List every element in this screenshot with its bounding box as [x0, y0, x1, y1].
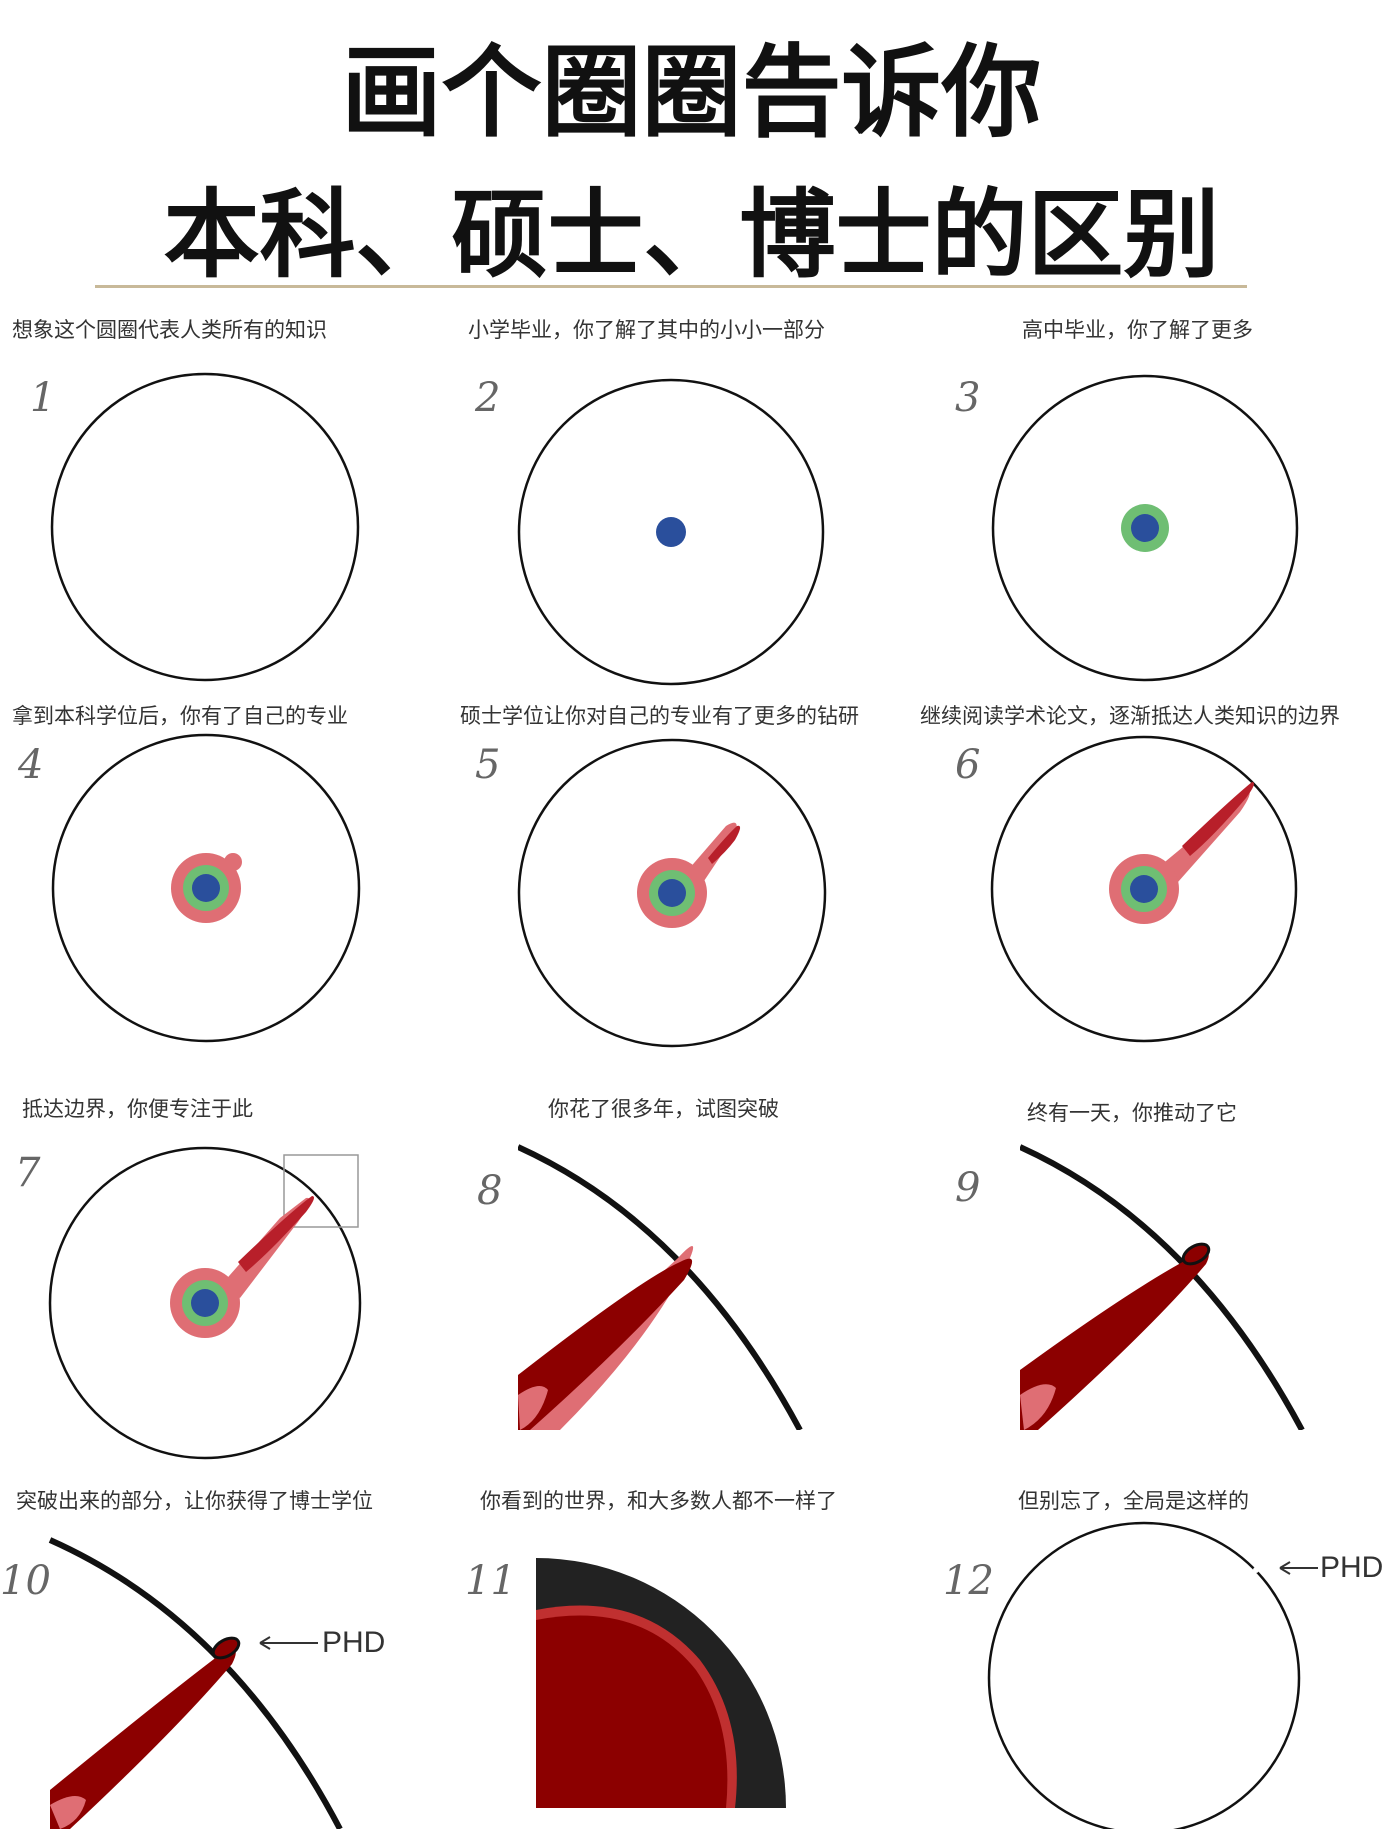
- caption-4: 拿到本科学位后，你有了自己的专业: [12, 704, 348, 728]
- elementary-dot: [1131, 514, 1159, 542]
- phd-dot: [1253, 1567, 1259, 1573]
- phd-label-12: PHD: [1320, 1551, 1383, 1584]
- panel-number-5: 5: [475, 742, 501, 788]
- panel-number-6: 6: [955, 742, 981, 788]
- caption-7: 抵达边界，你便专注于此: [22, 1097, 253, 1121]
- master-spike: [708, 825, 741, 864]
- caption-2: 小学毕业，你了解了其中的小小一部分: [468, 318, 825, 342]
- phd-spike: [1020, 1252, 1209, 1430]
- elementary-dot: [192, 874, 220, 902]
- panel-number-4: 4: [18, 742, 44, 788]
- research-spike: [238, 1196, 314, 1272]
- panel-number-12: 12: [943, 1558, 994, 1604]
- panel-7-boundary: [48, 1146, 362, 1460]
- caption-9: 终有一天，你推动了它: [1027, 1101, 1237, 1125]
- panel-number-1: 1: [30, 375, 56, 421]
- panel-11-new-world: [536, 1558, 786, 1808]
- panel-1-knowledge-circle: [50, 372, 360, 682]
- phd-spike: [518, 1258, 693, 1430]
- page-title: 画个圈圈告诉你: [341, 34, 1042, 151]
- page-subtitle: 本科、硕士、博士的区别: [163, 179, 1220, 291]
- research-spike: [1182, 782, 1254, 856]
- panel-number-3: 3: [955, 375, 981, 421]
- zoom-box: [283, 1154, 359, 1228]
- panel-10-phd: [48, 1537, 343, 1829]
- panel-3-highschool: [991, 374, 1299, 682]
- phd-bump: [1181, 1242, 1211, 1266]
- title-divider: [95, 285, 1247, 288]
- phd-zoomed: [536, 1615, 728, 1808]
- panel-number-9: 9: [955, 1165, 981, 1211]
- knowledge-boundary: [518, 1144, 803, 1430]
- panel-6-research: [990, 735, 1298, 1043]
- panel-number-7: 7: [15, 1150, 41, 1196]
- panel-12-big-picture: [987, 1521, 1318, 1829]
- panel-number-10: 10: [0, 1558, 51, 1604]
- elementary-dot: [656, 517, 686, 547]
- panel-number-11: 11: [465, 1558, 516, 1604]
- caption-6: 继续阅读学术论文，逐渐抵达人类知识的边界: [920, 704, 1340, 728]
- caption-1: 想象这个圆圈代表人类所有的知识: [12, 318, 327, 342]
- caption-11: 你看到的世界，和大多数人都不一样了: [480, 1489, 837, 1513]
- panel-number-2: 2: [475, 375, 501, 421]
- panel-4-bachelor: [51, 733, 361, 1043]
- phd-label-10: PHD: [322, 1626, 386, 1659]
- panel-8-push: [518, 1144, 803, 1430]
- caption-12: 但别忘了，全局是这样的: [1018, 1489, 1249, 1513]
- caption-3: 高中毕业，你了解了更多: [1022, 318, 1253, 342]
- panel-number-8: 8: [477, 1168, 503, 1214]
- panel-9-breakthrough: [1020, 1144, 1305, 1430]
- knowledge-boundary: [1020, 1144, 1305, 1430]
- panel-2-elementary: [517, 378, 825, 686]
- panel-5-master: [517, 738, 827, 1048]
- caption-8: 你花了很多年，试图突破: [548, 1097, 779, 1121]
- caption-5: 硕士学位让你对自己的专业有了更多的钻研: [460, 704, 859, 728]
- phd-spike: [50, 1649, 236, 1829]
- caption-10: 突破出来的部分，让你获得了博士学位: [16, 1489, 373, 1513]
